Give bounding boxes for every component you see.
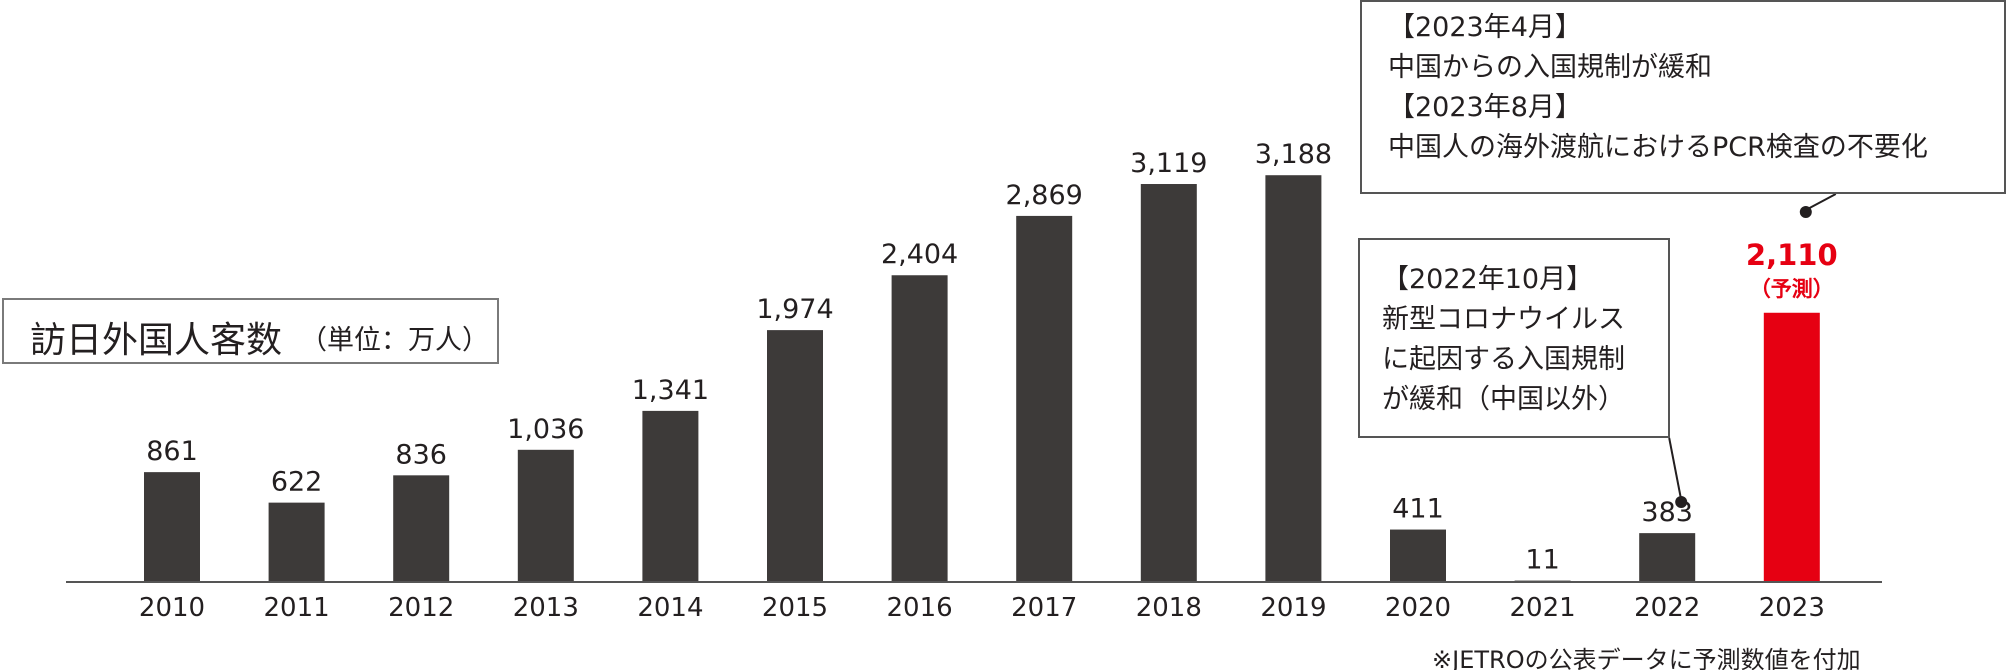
data-label-2021: 11: [1525, 545, 1559, 576]
x-tick-2019: 2019: [1260, 593, 1326, 623]
bar-2010: [144, 472, 200, 582]
x-tick-2022: 2022: [1634, 593, 1700, 623]
data-label-2013: 1,036: [507, 414, 584, 445]
footnote: ※JETROの公表データに予測数値を付加: [1432, 646, 1861, 670]
data-label-2012: 836: [395, 439, 447, 470]
x-tick-2017: 2017: [1011, 593, 1077, 623]
forecast-label: （予測）: [1750, 277, 1834, 301]
bar-2022: [1639, 533, 1696, 582]
annotation-2023: 【2023年4月】 中国からの入国規制が緩和 【2023年8月】 中国人の海外渡…: [1360, 0, 2006, 194]
x-tick-2014: 2014: [637, 593, 703, 623]
annotation-2022-line-1: 【2022年10月】: [1382, 264, 1594, 295]
annotation-2023-line-2: 中国からの入国規制が緩和: [1388, 52, 1712, 83]
bar-2013: [517, 449, 574, 582]
data-label-2017: 2,869: [1006, 180, 1083, 211]
data-label-2016: 2,404: [881, 239, 958, 270]
annotation-2023-line-3: 【2023年8月】: [1388, 92, 1582, 123]
x-tick-2010: 2010: [139, 593, 205, 623]
annotation-2023-line-4: 中国人の海外渡航におけるPCR検査の不要化: [1388, 132, 1928, 163]
annotation-2022-line-3: に起因する入国規制: [1382, 344, 1625, 375]
bar-2019: [1265, 175, 1322, 583]
annotation-2023-line-1: 【2023年4月】: [1388, 12, 1582, 43]
chart-unit: （単位：万人）: [300, 325, 489, 356]
bar-2023: [1763, 312, 1820, 582]
x-tick-2013: 2013: [513, 593, 579, 623]
x-tick-2023: 2023: [1759, 593, 1825, 623]
chart-title: 訪日外国人客数: [30, 320, 283, 361]
bar-2017: [1016, 215, 1073, 583]
bar-2015: [767, 330, 823, 582]
data-label-2011: 622: [271, 467, 323, 498]
chart-title-box: 訪日外国人客数 （単位：万人）: [2, 298, 499, 364]
x-tick-2016: 2016: [887, 593, 953, 623]
bar-2014: [642, 410, 699, 582]
x-tick-2011: 2011: [264, 593, 330, 623]
data-label-2010: 861: [146, 436, 198, 467]
bar-2011: [268, 502, 325, 582]
annotation-2022-line-4: が緩和（中国以外）: [1382, 384, 1625, 415]
data-label-2019: 3,188: [1255, 139, 1332, 170]
annotation-2022: 【2022年10月】 新型コロナウイルス に起因する入国規制 が緩和（中国以外）: [1358, 238, 1670, 438]
bar-2020: [1390, 529, 1446, 582]
data-label-2014: 1,341: [632, 375, 709, 406]
bar-2016: [891, 275, 948, 582]
bar-2012: [393, 475, 450, 582]
connector-2022: [1668, 437, 1683, 501]
x-tick-2015: 2015: [762, 593, 828, 623]
x-tick-2012: 2012: [388, 593, 454, 623]
annotation-2022-line-2: 新型コロナウイルス: [1382, 304, 1625, 335]
data-label-2015: 1,974: [756, 294, 833, 325]
data-label-2023: 2,110: [1746, 238, 1838, 272]
x-tick-2018: 2018: [1136, 593, 1202, 623]
data-label-2018: 3,119: [1130, 148, 1207, 179]
bar-2018: [1140, 184, 1197, 582]
data-label-2020: 411: [1392, 494, 1444, 525]
x-tick-2021: 2021: [1510, 593, 1576, 623]
connector-2023: [1805, 193, 1837, 211]
connector-2023-dot: [1799, 206, 1812, 218]
x-tick-2020: 2020: [1385, 593, 1451, 623]
connector-2022-dot: [1675, 496, 1688, 508]
